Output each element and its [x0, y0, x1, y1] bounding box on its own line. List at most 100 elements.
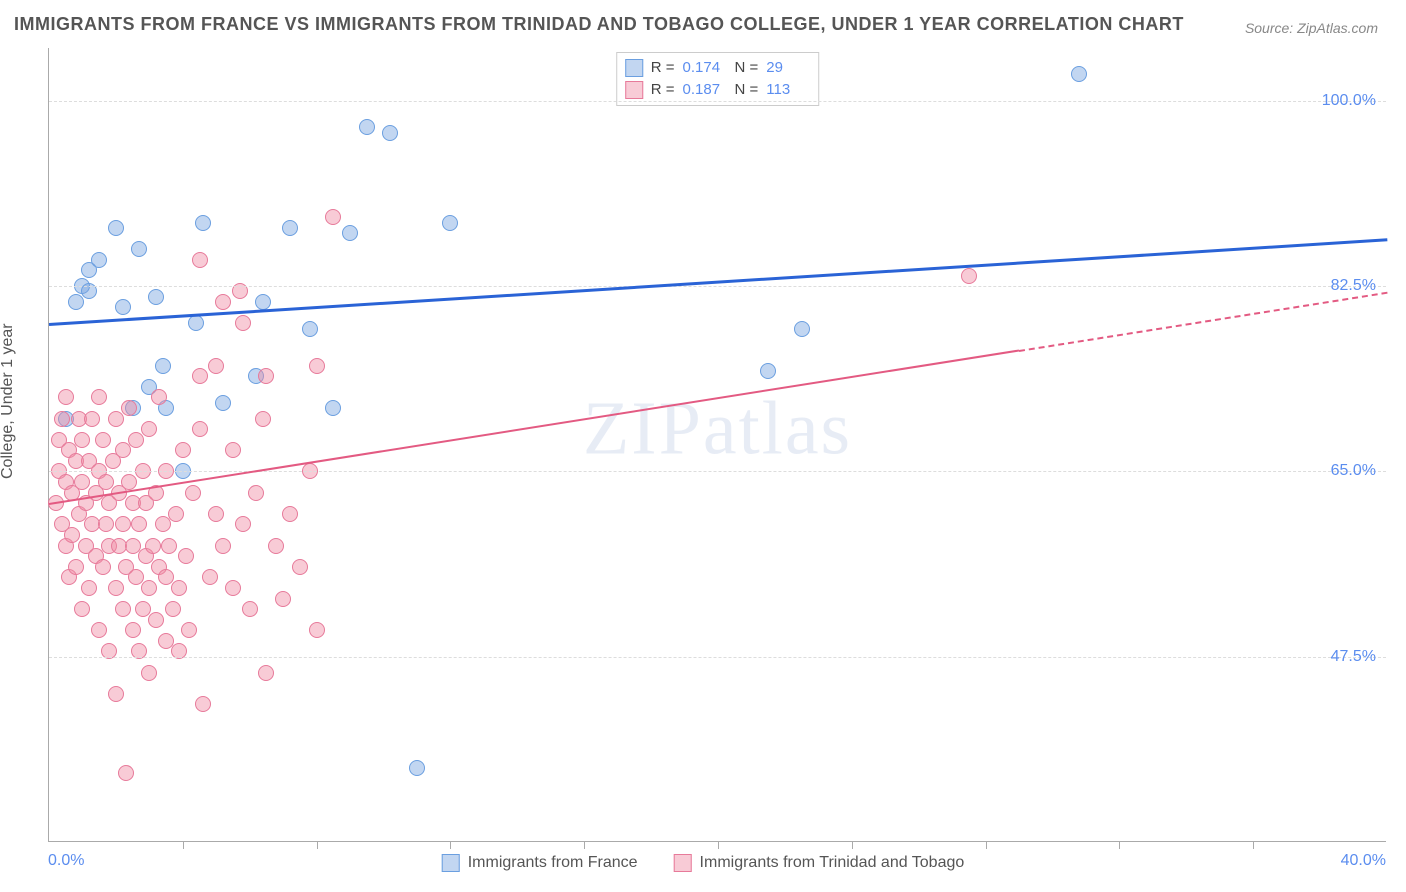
data-point [128, 569, 144, 585]
data-point [1071, 66, 1087, 82]
data-point [215, 294, 231, 310]
data-point [81, 262, 97, 278]
data-point [51, 432, 67, 448]
data-point [148, 612, 164, 628]
legend-label: Immigrants from France [468, 854, 638, 872]
data-point [64, 527, 80, 543]
data-point [138, 495, 154, 511]
stat-r-value: 0.174 [683, 57, 727, 79]
data-point [98, 516, 114, 532]
data-point [178, 548, 194, 564]
data-point [125, 495, 141, 511]
data-point [101, 538, 117, 554]
data-point [131, 241, 147, 257]
x-tick-mark [183, 841, 184, 849]
data-point [108, 686, 124, 702]
data-point [188, 315, 204, 331]
data-point [101, 495, 117, 511]
chart-title: IMMIGRANTS FROM FRANCE VS IMMIGRANTS FRO… [14, 14, 1184, 35]
data-point [192, 421, 208, 437]
stat-n-value: 29 [766, 57, 810, 79]
x-tick-mark [852, 841, 853, 849]
y-tick-label: 100.0% [1322, 92, 1376, 110]
x-tick-mark [450, 841, 451, 849]
x-tick-mark [584, 841, 585, 849]
data-point [118, 559, 134, 575]
data-point [158, 569, 174, 585]
data-point [111, 538, 127, 554]
data-point [158, 633, 174, 649]
stat-n-value: 113 [766, 79, 810, 101]
trend-line [49, 239, 1387, 327]
data-point [88, 548, 104, 564]
gridline-h [49, 101, 1386, 102]
data-point [235, 315, 251, 331]
stats-legend-row: R =0.174N =29 [625, 57, 811, 79]
data-point [115, 299, 131, 315]
data-point [195, 215, 211, 231]
legend-swatch [674, 854, 692, 872]
stat-n-label: N = [735, 79, 759, 101]
data-point [225, 442, 241, 458]
data-point [108, 580, 124, 596]
data-point [171, 580, 187, 596]
data-point [68, 453, 84, 469]
data-point [61, 442, 77, 458]
data-point [98, 474, 114, 490]
data-point [409, 760, 425, 776]
data-point [91, 252, 107, 268]
data-point [141, 421, 157, 437]
data-point [58, 389, 74, 405]
stat-r-label: R = [651, 57, 675, 79]
data-point [185, 485, 201, 501]
data-point [181, 622, 197, 638]
data-point [68, 294, 84, 310]
data-point [145, 538, 161, 554]
data-point [115, 516, 131, 532]
data-point [125, 622, 141, 638]
data-point [225, 580, 241, 596]
data-point [141, 379, 157, 395]
data-point [442, 215, 458, 231]
data-point [325, 209, 341, 225]
source-attribution: Source: ZipAtlas.com [1245, 20, 1378, 36]
data-point [158, 400, 174, 416]
data-point [151, 559, 167, 575]
data-point [175, 442, 191, 458]
x-tick-mark [1253, 841, 1254, 849]
data-point [148, 289, 164, 305]
legend-swatch [442, 854, 460, 872]
data-point [91, 389, 107, 405]
data-point [108, 220, 124, 236]
data-point [268, 538, 284, 554]
data-point [325, 400, 341, 416]
data-point [258, 368, 274, 384]
data-point [282, 506, 298, 522]
data-point [215, 395, 231, 411]
data-point [248, 485, 264, 501]
x-tick-mark [986, 841, 987, 849]
trend-line [1019, 292, 1387, 352]
gridline-h [49, 286, 1386, 287]
data-point [359, 119, 375, 135]
data-point [131, 516, 147, 532]
data-point [235, 516, 251, 532]
data-point [215, 538, 231, 554]
data-point [155, 516, 171, 532]
y-tick-label: 82.5% [1331, 277, 1376, 295]
x-tick-mark [317, 841, 318, 849]
data-point [68, 559, 84, 575]
data-point [95, 432, 111, 448]
data-point [760, 363, 776, 379]
data-point [255, 411, 271, 427]
data-point [309, 358, 325, 374]
plot-area: ZIPatlas R =0.174N =29R =0.187N =113 47.… [48, 48, 1386, 842]
data-point [165, 601, 181, 617]
data-point [95, 559, 111, 575]
data-point [58, 474, 74, 490]
legend-swatch [625, 81, 643, 99]
x-tick-mark [718, 841, 719, 849]
data-point [309, 622, 325, 638]
data-point [141, 665, 157, 681]
legend-label: Immigrants from Trinidad and Tobago [700, 854, 965, 872]
